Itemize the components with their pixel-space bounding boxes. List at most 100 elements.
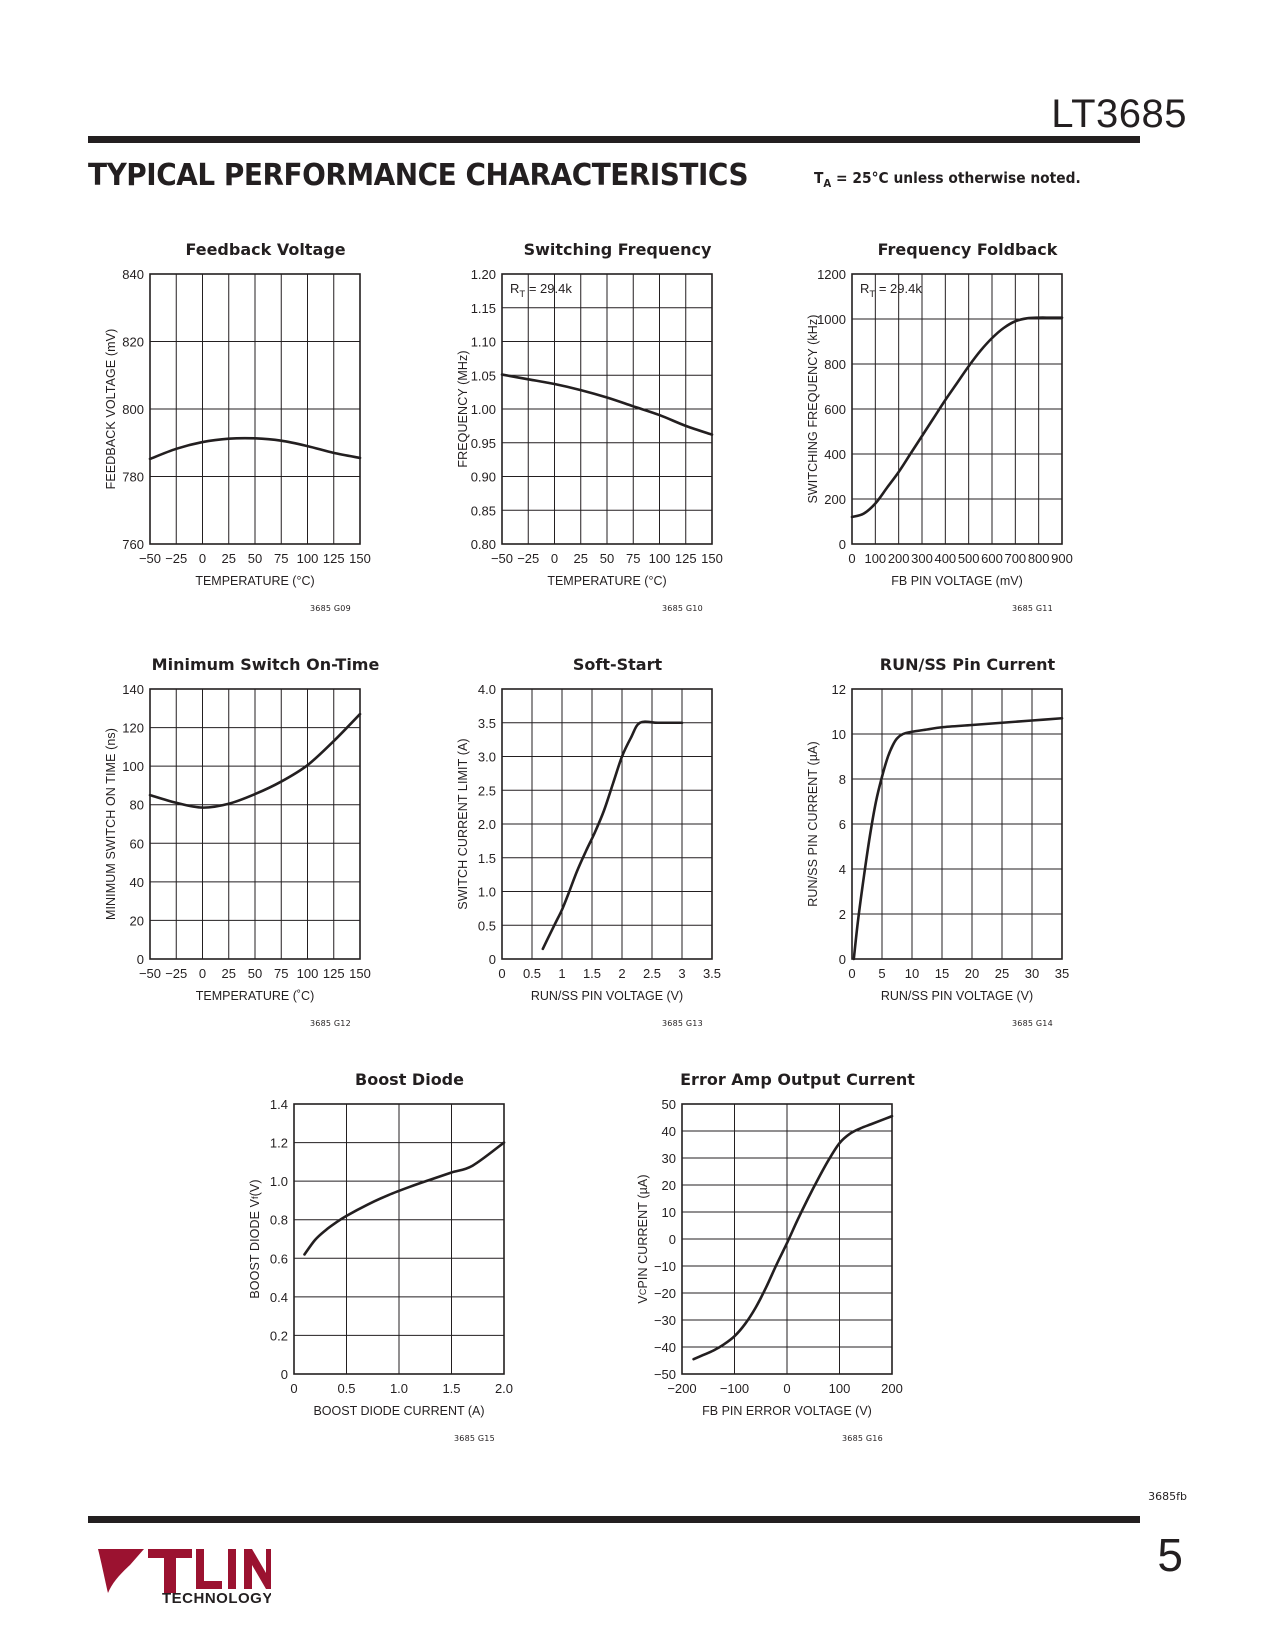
y-tick-label: 2.5: [478, 783, 496, 798]
plot-frame: [501, 688, 713, 960]
x-tick-label: 200: [881, 1381, 903, 1396]
x-tick-label: 3.5: [703, 966, 721, 981]
x-tick-label: 75: [274, 551, 288, 566]
y-tick-label: 100: [122, 759, 144, 774]
x-tick-label: 800: [1028, 551, 1050, 566]
x-axis-label: TEMPERATURE (˚C): [195, 989, 315, 1003]
x-tick-label: 300: [911, 551, 933, 566]
y-tick-label: 3.5: [478, 716, 496, 731]
x-tick-label: 5: [878, 966, 885, 981]
plot-frame: [293, 1103, 505, 1375]
data-curve: [850, 316, 1064, 519]
y-tick-label: 840: [122, 267, 144, 282]
x-tick-label: −25: [165, 966, 187, 981]
chart-g12: Minimum Switch On-Time 0 20 40 60 80 100 120 140…: [88, 655, 443, 1055]
x-tick-label: 15: [935, 966, 949, 981]
x-tick-label: 20: [965, 966, 979, 981]
x-tick-label: 1.5: [583, 966, 601, 981]
grid-lines: [501, 273, 713, 545]
x-tick-label: 2.0: [495, 1381, 513, 1396]
x-tick-label: 0: [551, 551, 558, 566]
grid-lines: [851, 273, 1063, 545]
chart-g16: Error Amp Output Current −50 −40 −30 −20 −10 0…: [620, 1070, 975, 1470]
x-tick-label: −25: [165, 551, 187, 566]
y-tick-label: 820: [122, 335, 144, 350]
x-tick-label: 100: [297, 966, 319, 981]
x-tick-label: 25: [995, 966, 1009, 981]
x-tick-label: 0: [848, 966, 855, 981]
footer-rule: [88, 1516, 1140, 1523]
x-tick-label: 0.5: [337, 1381, 355, 1396]
chart-row: Boost Diode 0 0.2 0.4 0.6 0.8 1.0 1.2 1.4 0 0.5 1.0…: [0, 1070, 1275, 1485]
y-tick-label: 0.2: [270, 1328, 288, 1343]
section-note: TA = 25°C unless otherwise noted.: [814, 169, 1081, 193]
y-tick-label: 800: [122, 402, 144, 417]
plot-frame: [149, 273, 361, 545]
plot-frame: [501, 273, 713, 545]
chart-caption: 3685 G16: [842, 1434, 883, 1443]
part-number: LT3685: [1051, 92, 1187, 136]
y-tick-label: 2.0: [478, 817, 496, 832]
plot-area: 0 200 400 600 800 1000 1200 0 100 200 300 400 500 600…: [790, 266, 1145, 613]
plot-svg: 0 20 40 60 80 100 120 140 −50 −25 0 25 50 75 100 125 150: [122, 682, 371, 981]
y-tick-label: 1.2: [270, 1136, 288, 1151]
x-tick-label: 2.5: [643, 966, 661, 981]
plot-frame: [681, 1103, 893, 1375]
y-tick-label: 120: [122, 721, 144, 736]
x-tick-label: 150: [349, 551, 371, 566]
y-tick-label: 20: [130, 913, 144, 928]
x-tick-label: −100: [720, 1381, 749, 1396]
x-axis-label: FB PIN ERROR VOLTAGE (V): [702, 1404, 872, 1418]
x-tick-label: 0.5: [523, 966, 541, 981]
x-tick-label: 100: [829, 1381, 851, 1396]
x-tick-label: 10: [905, 966, 919, 981]
y-tick-label: 600: [824, 402, 846, 417]
grid-lines: [681, 1103, 893, 1375]
x-tick-label: 150: [349, 966, 371, 981]
chart-caption: 3685 G11: [1012, 604, 1053, 613]
y-tick-label: 800: [824, 357, 846, 372]
x-tick-label: −200: [667, 1381, 696, 1396]
y-tick-label: 0.85: [471, 503, 496, 518]
x-tick-label: 25: [222, 551, 236, 566]
x-tick-label: 50: [600, 551, 614, 566]
y-tick-label: 0: [137, 952, 144, 967]
y-axis-label: FREQUENCY (MHz): [456, 350, 470, 468]
chart-g14: RUN/SS Pin Current 0 2 4 6 8 10 12 0 5 10 15 20 25 30 3…: [790, 655, 1145, 1055]
x-tick-label: −50: [139, 966, 161, 981]
x-tick-label: 50: [248, 551, 262, 566]
x-tick-label: 25: [574, 551, 588, 566]
y-axis-label: FEEDBACK VOLTAGE (mV): [104, 328, 118, 490]
plot-svg: 0 2 4 6 8 10 12 0 5 10 15 20 25 30 35: [832, 682, 1070, 981]
y-tick-label: 140: [122, 682, 144, 697]
plot-svg: 0.80 0.85 0.90 0.95 1.00 1.05 1.10 1.15 1.20 −50−…: [471, 267, 723, 566]
y-tick-label: 400: [824, 447, 846, 462]
y-axis-label: MINIMUM SWITCH ON TIME (ns): [104, 727, 118, 921]
data-curve: [148, 712, 362, 809]
y-tick-label: 80: [130, 798, 144, 813]
x-tick-label: 25: [222, 966, 236, 981]
y-tick-label: 1.05: [471, 368, 496, 383]
plot-frame: [149, 688, 361, 960]
chart-title: Switching Frequency: [523, 240, 712, 259]
x-tick-label: 75: [626, 551, 640, 566]
chart-caption: 3685 G14: [1012, 1019, 1053, 1028]
revision-code: 3685fb: [1148, 1490, 1187, 1503]
y-tick-label: 0: [281, 1367, 288, 1382]
section-note-sub: A: [823, 177, 832, 190]
x-tick-label: 0: [783, 1381, 790, 1396]
plot-frame: [851, 688, 1063, 960]
y-tick-label: 40: [662, 1124, 676, 1139]
plot-area: 0 0.5 1.0 1.5 2.0 2.5 3.0 3.5 4.0 0 0.5 1 1.5 2 2.5 3 3.…: [440, 681, 795, 1028]
x-tick-label: 75: [274, 966, 288, 981]
y-axis-label: SWITCHING FREQUENCY (kHz): [806, 314, 820, 504]
x-tick-label: 125: [323, 966, 345, 981]
y-tick-label: 1.15: [471, 301, 496, 316]
y-tick-label: 0: [839, 537, 846, 552]
x-tick-label: 2: [618, 966, 625, 981]
section-note-rest: = 25°C unless otherwise noted.: [831, 169, 1081, 187]
